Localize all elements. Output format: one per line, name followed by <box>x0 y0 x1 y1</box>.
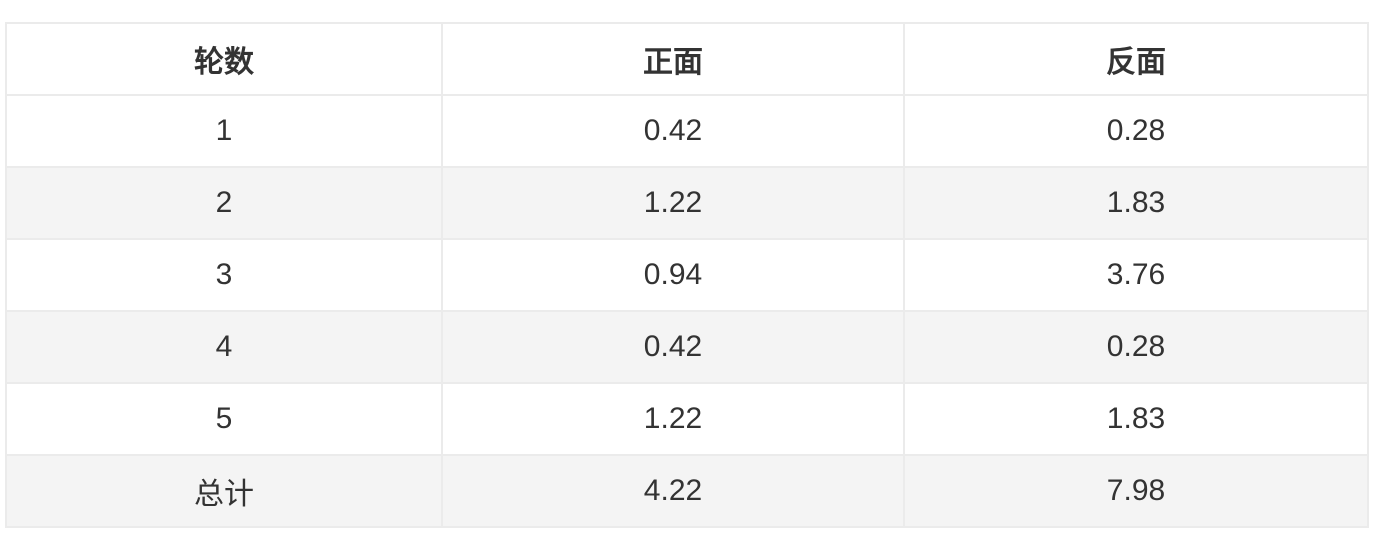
table-cell-heads: 0.94 <box>441 238 905 312</box>
table-row: 5 1.22 1.83 <box>5 382 1369 456</box>
table-header-row: 轮数 正面 反面 <box>5 22 1369 96</box>
table-row: 3 0.94 3.76 <box>5 238 1369 312</box>
table-cell-tails-total: 7.98 <box>903 454 1369 528</box>
table-cell-round: 3 <box>5 238 443 312</box>
data-table-container: 轮数 正面 反面 1 0.42 0.28 2 1.22 1.83 3 0.94 … <box>5 22 1369 528</box>
table-cell-tails: 3.76 <box>903 238 1369 312</box>
table-row: 1 0.42 0.28 <box>5 94 1369 168</box>
table-cell-heads: 1.22 <box>441 382 905 456</box>
table-cell-heads: 0.42 <box>441 310 905 384</box>
header-tails: 反面 <box>903 22 1369 96</box>
data-table: 轮数 正面 反面 1 0.42 0.28 2 1.22 1.83 3 0.94 … <box>5 22 1369 528</box>
table-cell-round: 1 <box>5 94 443 168</box>
table-cell-round: 4 <box>5 310 443 384</box>
table-row-total: 总计 4.22 7.98 <box>5 454 1369 528</box>
table-cell-tails: 1.83 <box>903 166 1369 240</box>
table-cell-heads-total: 4.22 <box>441 454 905 528</box>
table-cell-tails: 0.28 <box>903 310 1369 384</box>
table-cell-round: 5 <box>5 382 443 456</box>
header-rounds: 轮数 <box>5 22 443 96</box>
header-heads: 正面 <box>441 22 905 96</box>
table-row: 2 1.22 1.83 <box>5 166 1369 240</box>
table-cell-tails: 0.28 <box>903 94 1369 168</box>
table-cell-heads: 0.42 <box>441 94 905 168</box>
table-row: 4 0.42 0.28 <box>5 310 1369 384</box>
table-cell-total-label: 总计 <box>5 454 443 528</box>
table-cell-tails: 1.83 <box>903 382 1369 456</box>
table-cell-round: 2 <box>5 166 443 240</box>
table-cell-heads: 1.22 <box>441 166 905 240</box>
